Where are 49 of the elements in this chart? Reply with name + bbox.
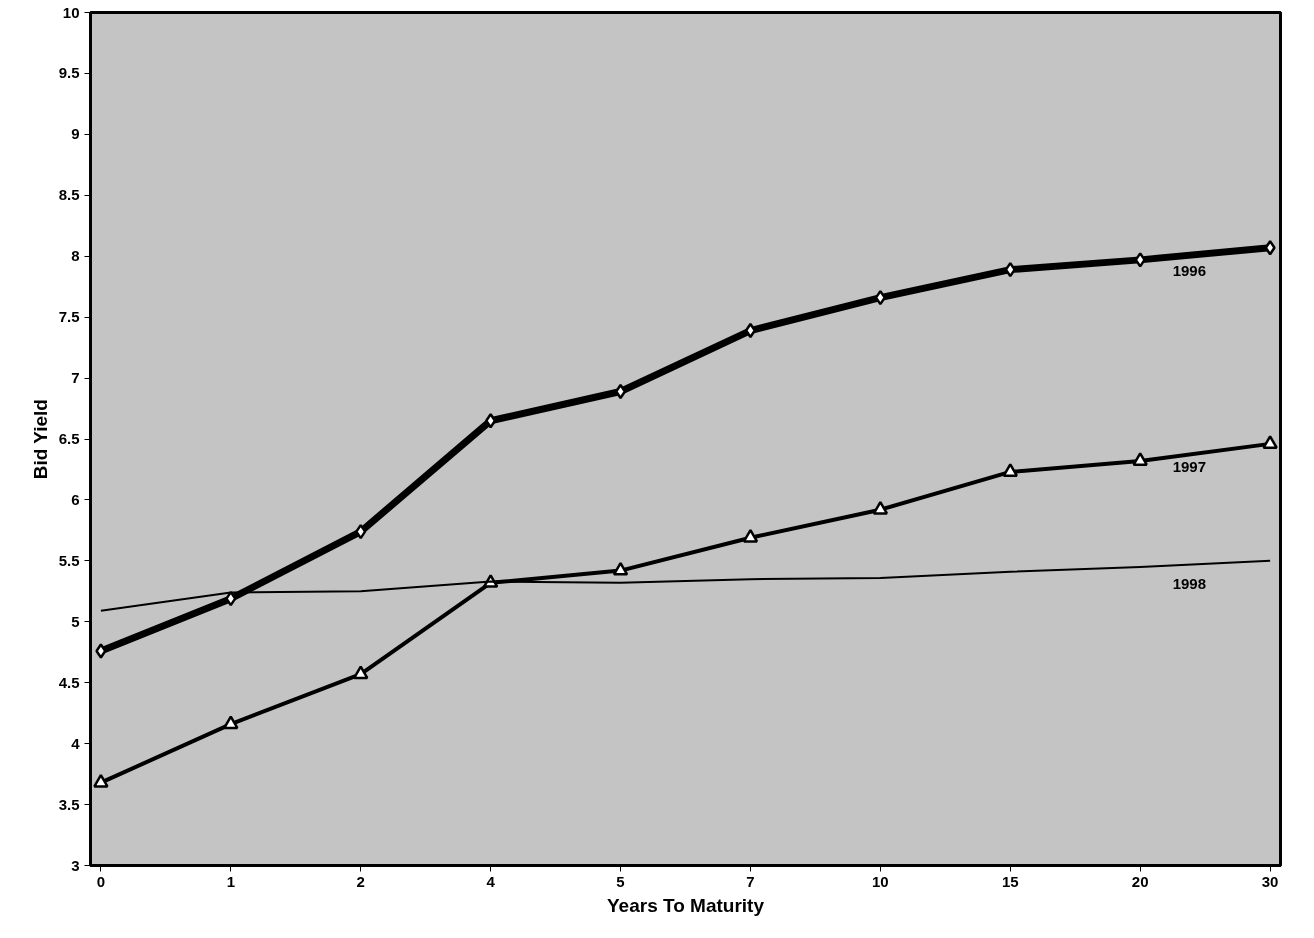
y-tick-label: 3.5 (58, 795, 80, 813)
y-tick-label: 4.5 (58, 673, 80, 691)
x-tick-label: 7 (746, 872, 755, 890)
y-tick-label: 10 (62, 3, 80, 21)
y-tick-label: 7.5 (58, 308, 80, 326)
point (1004, 261, 1016, 278)
point (1132, 452, 1148, 466)
point (1134, 252, 1146, 268)
point (225, 590, 237, 607)
point (1262, 435, 1278, 449)
y-tick-label: 6 (71, 490, 80, 508)
point (872, 500, 889, 515)
x-tick-label: 1 (226, 872, 235, 890)
point (612, 561, 629, 576)
point (742, 528, 759, 543)
point (1264, 239, 1276, 256)
y-tick-label: 9 (71, 125, 80, 143)
point (614, 383, 627, 400)
point (223, 715, 239, 730)
series-label: 1996 (1172, 261, 1207, 279)
y-tick-label: 5 (71, 612, 80, 630)
x-tick-label: 30 (1261, 872, 1279, 890)
x-tick-label: 5 (616, 872, 625, 890)
point (744, 322, 757, 339)
point (1002, 463, 1019, 477)
point (874, 289, 886, 306)
y-tick-label: 9.5 (58, 64, 80, 82)
y-tick-label: 5.5 (58, 551, 80, 569)
y-tick-label: 8.5 (58, 186, 80, 204)
x-tick-label: 20 (1131, 872, 1149, 890)
x-tick-label: 15 (1001, 872, 1019, 890)
x-axis-title: Years To Maturity (607, 894, 765, 916)
y-tick-label: 6.5 (58, 430, 80, 447)
point (95, 643, 107, 659)
y-axis-title: Bid Yield (29, 399, 51, 480)
series-label: 1997 (1172, 457, 1207, 475)
x-tick-label: 4 (486, 872, 496, 890)
x-tick-label: 0 (96, 872, 106, 890)
x-tick-label: 10 (872, 872, 889, 890)
x-tick-label: 2 (356, 872, 365, 890)
point (93, 773, 109, 788)
point (352, 665, 369, 680)
y-tick-label: 3 (71, 856, 80, 874)
series-label: 1998 (1172, 574, 1207, 592)
y-tick-label: 4 (71, 734, 81, 752)
point (355, 523, 367, 540)
y-tick-label: 8 (71, 247, 80, 265)
y-tick-label: 7 (71, 369, 80, 387)
point (485, 412, 497, 429)
